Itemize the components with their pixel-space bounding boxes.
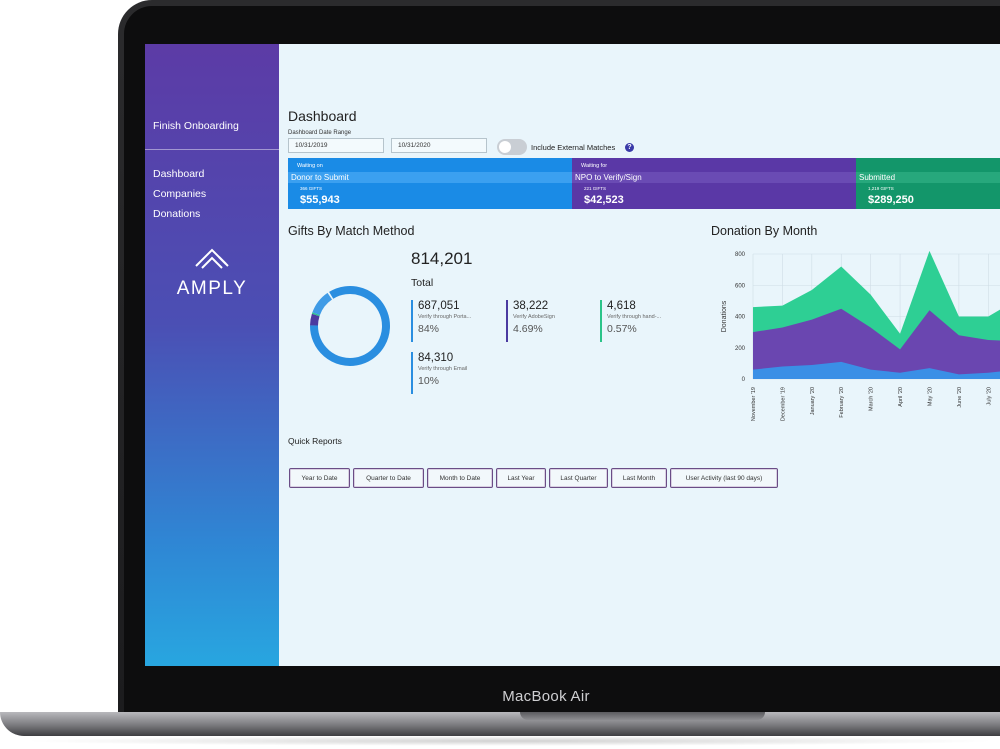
start-date-field[interactable] bbox=[288, 138, 384, 153]
amply-logo-icon bbox=[195, 248, 229, 269]
date-range-label: Dashboard Date Range bbox=[288, 130, 352, 136]
tile-amount: $55,943 bbox=[300, 194, 340, 206]
metric-percent: 10% bbox=[418, 375, 440, 387]
donation-by-month-title: Donation By Month bbox=[711, 224, 818, 238]
y-tick-label: 200 bbox=[735, 346, 746, 352]
status-tile-submitted[interactable]: Submitted 1,219 GIFTS $289,250 bbox=[856, 158, 1000, 209]
report-year-to-date-button[interactable]: Year to Date bbox=[289, 468, 350, 488]
tile-gift-count: 221 GIFTS bbox=[584, 186, 607, 191]
metric-label: Verify through Porta... bbox=[418, 314, 472, 320]
gifts-by-method-title: Gifts By Match Method bbox=[288, 224, 415, 238]
report-last-quarter-button[interactable]: Last Quarter bbox=[549, 468, 608, 488]
x-tick-label: December '19 bbox=[780, 387, 786, 421]
donation-by-month-chart: 0 200 400 600 800 Donations November '19 Decemb… bbox=[721, 250, 1000, 421]
x-tick-label: February '20 bbox=[839, 387, 845, 418]
metric-label: Verify through Email bbox=[418, 366, 468, 372]
tile-top-label: Waiting on bbox=[297, 163, 323, 169]
x-tick-label: June '20 bbox=[957, 387, 963, 408]
metric-portal: 687,051 Verify through Porta... 84% bbox=[411, 300, 471, 342]
tile-band-label: Submitted bbox=[856, 172, 1000, 183]
donut-slice-3 bbox=[312, 292, 333, 316]
x-tick-label: March '20 bbox=[869, 387, 875, 411]
metric-value: 38,222 bbox=[513, 300, 549, 312]
x-tick-label: July '20 bbox=[986, 387, 992, 405]
toggle-knob bbox=[499, 141, 511, 153]
external-matches-toggle[interactable] bbox=[497, 139, 527, 155]
metric-email: 84,310 Verify through Email 10% bbox=[411, 352, 467, 394]
x-tick-label: January '20 bbox=[810, 387, 816, 415]
tile-gift-count: 366 GIFTS bbox=[300, 186, 323, 191]
status-tile-donor[interactable]: Waiting on Donor to Submit 366 GIFTS $55… bbox=[288, 158, 572, 209]
device-brand-label: MacBook Air bbox=[502, 688, 590, 705]
area-series-0 bbox=[753, 361, 1000, 379]
report-quarter-to-date-button[interactable]: Quarter to Date bbox=[353, 468, 424, 488]
donut-slice-1 bbox=[310, 313, 320, 326]
quick-reports-title: Quick Reports bbox=[288, 436, 342, 446]
page-title: Dashboard bbox=[288, 108, 357, 124]
x-tick-label: May '20 bbox=[927, 387, 933, 406]
area-series-1 bbox=[753, 308, 1000, 379]
metric-percent: 0.57% bbox=[607, 323, 637, 335]
y-tick-label: 600 bbox=[735, 283, 746, 289]
tile-band-label: Donor to Submit bbox=[288, 172, 572, 183]
gifts-total-value: 814,201 bbox=[411, 249, 473, 268]
tile-top-label: Waiting for bbox=[581, 163, 608, 169]
end-date-field[interactable] bbox=[391, 138, 487, 153]
metric-label: Verify through hand-... bbox=[607, 314, 662, 320]
tile-amount: $42,523 bbox=[584, 194, 624, 206]
donut-slice-0 bbox=[310, 286, 390, 366]
x-tick-label: April '20 bbox=[898, 387, 904, 407]
gifts-total-label: Total bbox=[411, 277, 434, 289]
metric-value: 4,618 bbox=[607, 300, 636, 312]
y-tick-label: 800 bbox=[735, 252, 746, 258]
tile-band-label: NPO to Verify/Sign bbox=[572, 172, 856, 183]
report-last-month-button[interactable]: Last Month bbox=[611, 468, 667, 488]
external-matches-label: Include External Matches bbox=[531, 143, 616, 152]
y-tick-label: 0 bbox=[742, 377, 746, 383]
sidebar-item-donations[interactable]: Donations bbox=[153, 208, 201, 220]
tile-gift-count: 1,219 GIFTS bbox=[868, 186, 894, 191]
tile-amount: $289,250 bbox=[868, 194, 914, 206]
sidebar-item-companies[interactable]: Companies bbox=[153, 188, 207, 200]
metric-percent: 84% bbox=[418, 323, 440, 335]
metric-adobesign: 38,222 Verify AdobeSign 4.69% bbox=[506, 300, 555, 342]
report-last-year-button[interactable]: Last Year bbox=[496, 468, 546, 488]
amply-logo-text: AMPLY bbox=[176, 278, 248, 299]
sidebar-item-dashboard[interactable]: Dashboard bbox=[153, 168, 205, 180]
status-tile-npo[interactable]: Waiting for NPO to Verify/Sign 221 GIFTS… bbox=[572, 158, 856, 209]
laptop-notch bbox=[520, 712, 765, 720]
y-tick-label: 400 bbox=[735, 315, 746, 321]
x-tick-label: November '19 bbox=[751, 387, 757, 421]
help-icon[interactable]: ? bbox=[625, 143, 634, 152]
report-user-activity-button[interactable]: User Activity (last 90 days) bbox=[670, 468, 778, 488]
app-screen: Finish Onboarding Dashboard Companies Do… bbox=[145, 44, 1000, 666]
sidebar-finish-onboarding[interactable]: Finish Onboarding bbox=[153, 120, 239, 132]
gifts-donut-chart bbox=[310, 286, 390, 366]
metric-value: 687,051 bbox=[418, 300, 460, 312]
y-axis-label: Donations bbox=[721, 300, 728, 332]
main-content: Dashboard Dashboard Date Range Include E… bbox=[279, 44, 1000, 666]
metric-hand: 4,618 Verify through hand-... 0.57% bbox=[600, 300, 661, 342]
sidebar-divider bbox=[145, 149, 279, 150]
laptop-shadow bbox=[20, 736, 1000, 746]
laptop-base bbox=[0, 712, 1000, 736]
metric-percent: 4.69% bbox=[513, 323, 543, 335]
metric-label: Verify AdobeSign bbox=[513, 314, 555, 320]
sidebar: Finish Onboarding Dashboard Companies Do… bbox=[145, 44, 279, 666]
report-month-to-date-button[interactable]: Month to Date bbox=[427, 468, 493, 488]
metric-value: 84,310 bbox=[418, 352, 454, 364]
